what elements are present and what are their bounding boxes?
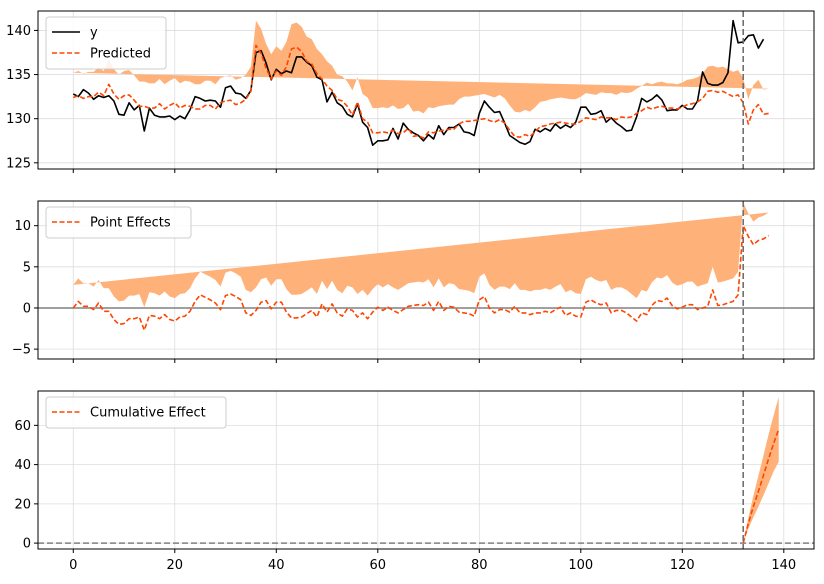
- legend-box: [45, 16, 167, 70]
- series-line-cumulative-effect: [742, 429, 780, 544]
- legend: Cumulative Effect: [45, 396, 227, 429]
- axes-frame: [37, 390, 815, 550]
- confidence-band: [743, 396, 779, 544]
- y-tick-label: 130: [6, 112, 31, 127]
- legend: Point Effects: [45, 206, 192, 239]
- x-tick-label: 140: [771, 558, 796, 573]
- point-effects-panel: −5 0 5 10 Point Effects: [12, 200, 815, 363]
- series-line-y: [72, 19, 765, 146]
- confidence-band: [73, 20, 769, 114]
- y-tick-label: −5: [12, 343, 31, 358]
- legend-label: y: [90, 26, 98, 41]
- legend-label: Predicted: [90, 47, 151, 62]
- y-tick-label: 0: [23, 301, 31, 316]
- y-tick-label: 60: [14, 419, 31, 434]
- observed-vs-predicted-panel: 125 130 135 140 y Predicted: [6, 10, 815, 173]
- x-tick-label: 60: [370, 558, 387, 573]
- y-tick-label: 140: [6, 24, 31, 39]
- y-tick-label: 125: [6, 156, 31, 171]
- legend-label: Cumulative Effect: [90, 406, 206, 421]
- x-tick-label: 80: [471, 558, 488, 573]
- x-tick-label: 100: [568, 558, 593, 573]
- axes-frame: [37, 10, 815, 170]
- y-tick-label: 5: [23, 260, 31, 275]
- cumulative-effect-panel: 0 20 40 60 0 20 40 60 80 100 120 140 Cumulative Effe…: [14, 390, 815, 573]
- x-tick-label: 40: [268, 558, 285, 573]
- series-line-point-effects: [72, 224, 770, 332]
- legend: y Predicted: [45, 16, 167, 70]
- x-tick-label: 20: [167, 558, 184, 573]
- legend-label: Point Effects: [90, 216, 171, 231]
- x-tick-label: 120: [670, 558, 695, 573]
- y-tick-label: 135: [6, 68, 31, 83]
- axes-frame: [37, 200, 815, 360]
- confidence-band: [73, 202, 769, 308]
- legend-box: [45, 206, 192, 239]
- y-tick-label: 0: [23, 537, 31, 552]
- legend-box: [45, 396, 227, 429]
- x-tick-label: 0: [69, 558, 77, 573]
- y-tick-label: 10: [14, 219, 31, 234]
- series-line-predicted: [73, 44, 769, 139]
- y-tick-label: 40: [14, 458, 31, 473]
- y-tick-label: 20: [14, 497, 31, 512]
